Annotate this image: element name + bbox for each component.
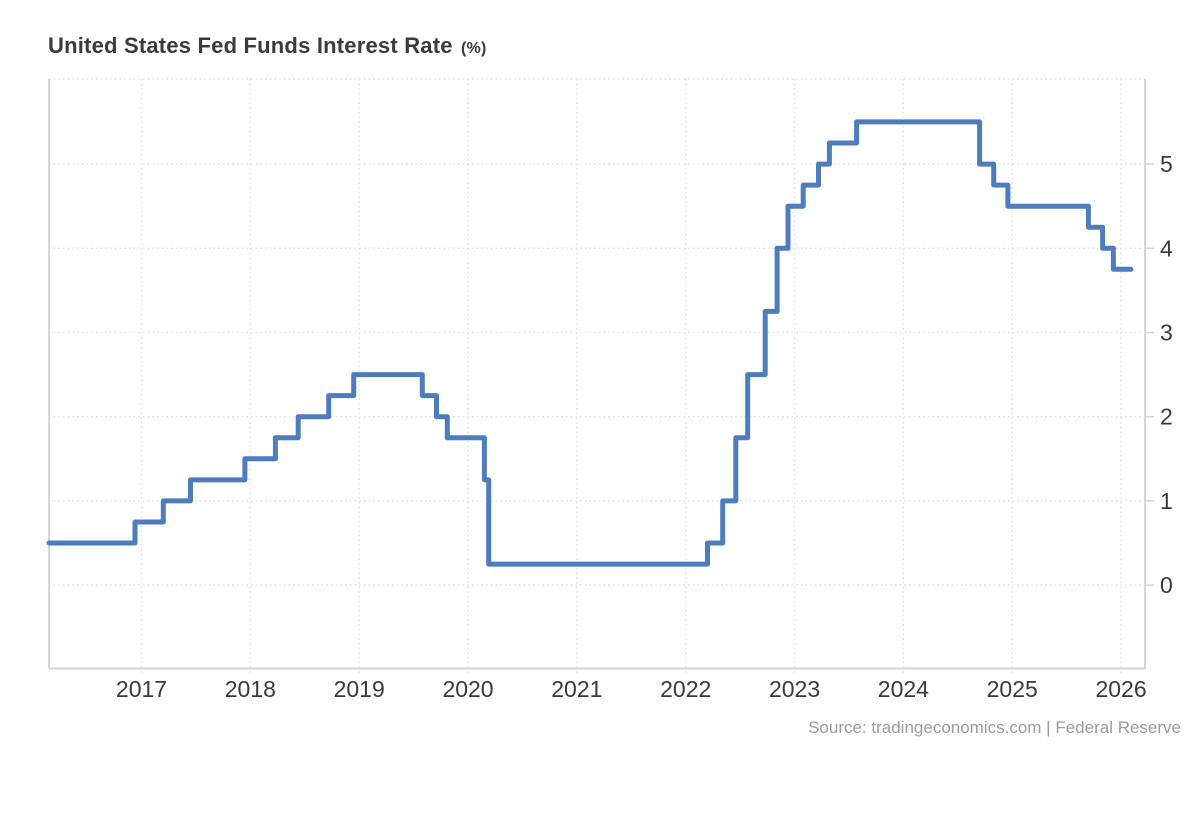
x-axis-label: 2021 [551,676,602,702]
x-axis-label: 2018 [225,676,276,702]
y-axis-label: 2 [1160,404,1173,430]
x-axis-label: 2024 [878,676,929,702]
x-axis-label: 2023 [769,676,820,702]
y-axis-label: 0 [1160,572,1173,598]
y-axis-label: 3 [1160,319,1173,345]
y-axis-label: 1 [1160,488,1173,514]
x-axis-label: 2017 [116,676,167,702]
chart-title-text: United States Fed Funds Interest Rate [48,33,453,58]
chart-title: United States Fed Funds Interest Rate (%… [48,33,487,59]
y-axis-label: 5 [1160,151,1173,177]
x-axis-label: 2025 [987,676,1038,702]
source-attribution: Source: tradingeconomics.com | Federal R… [808,718,1181,737]
rate-step-line [46,119,1134,567]
x-axis-label: 2026 [1095,676,1146,702]
x-axis-label: 2020 [442,676,493,702]
y-axis-label: 4 [1160,235,1173,261]
x-axis-label: 2019 [334,676,385,702]
x-axis-label: 2022 [660,676,711,702]
chart-title-unit: (%) [461,40,487,57]
